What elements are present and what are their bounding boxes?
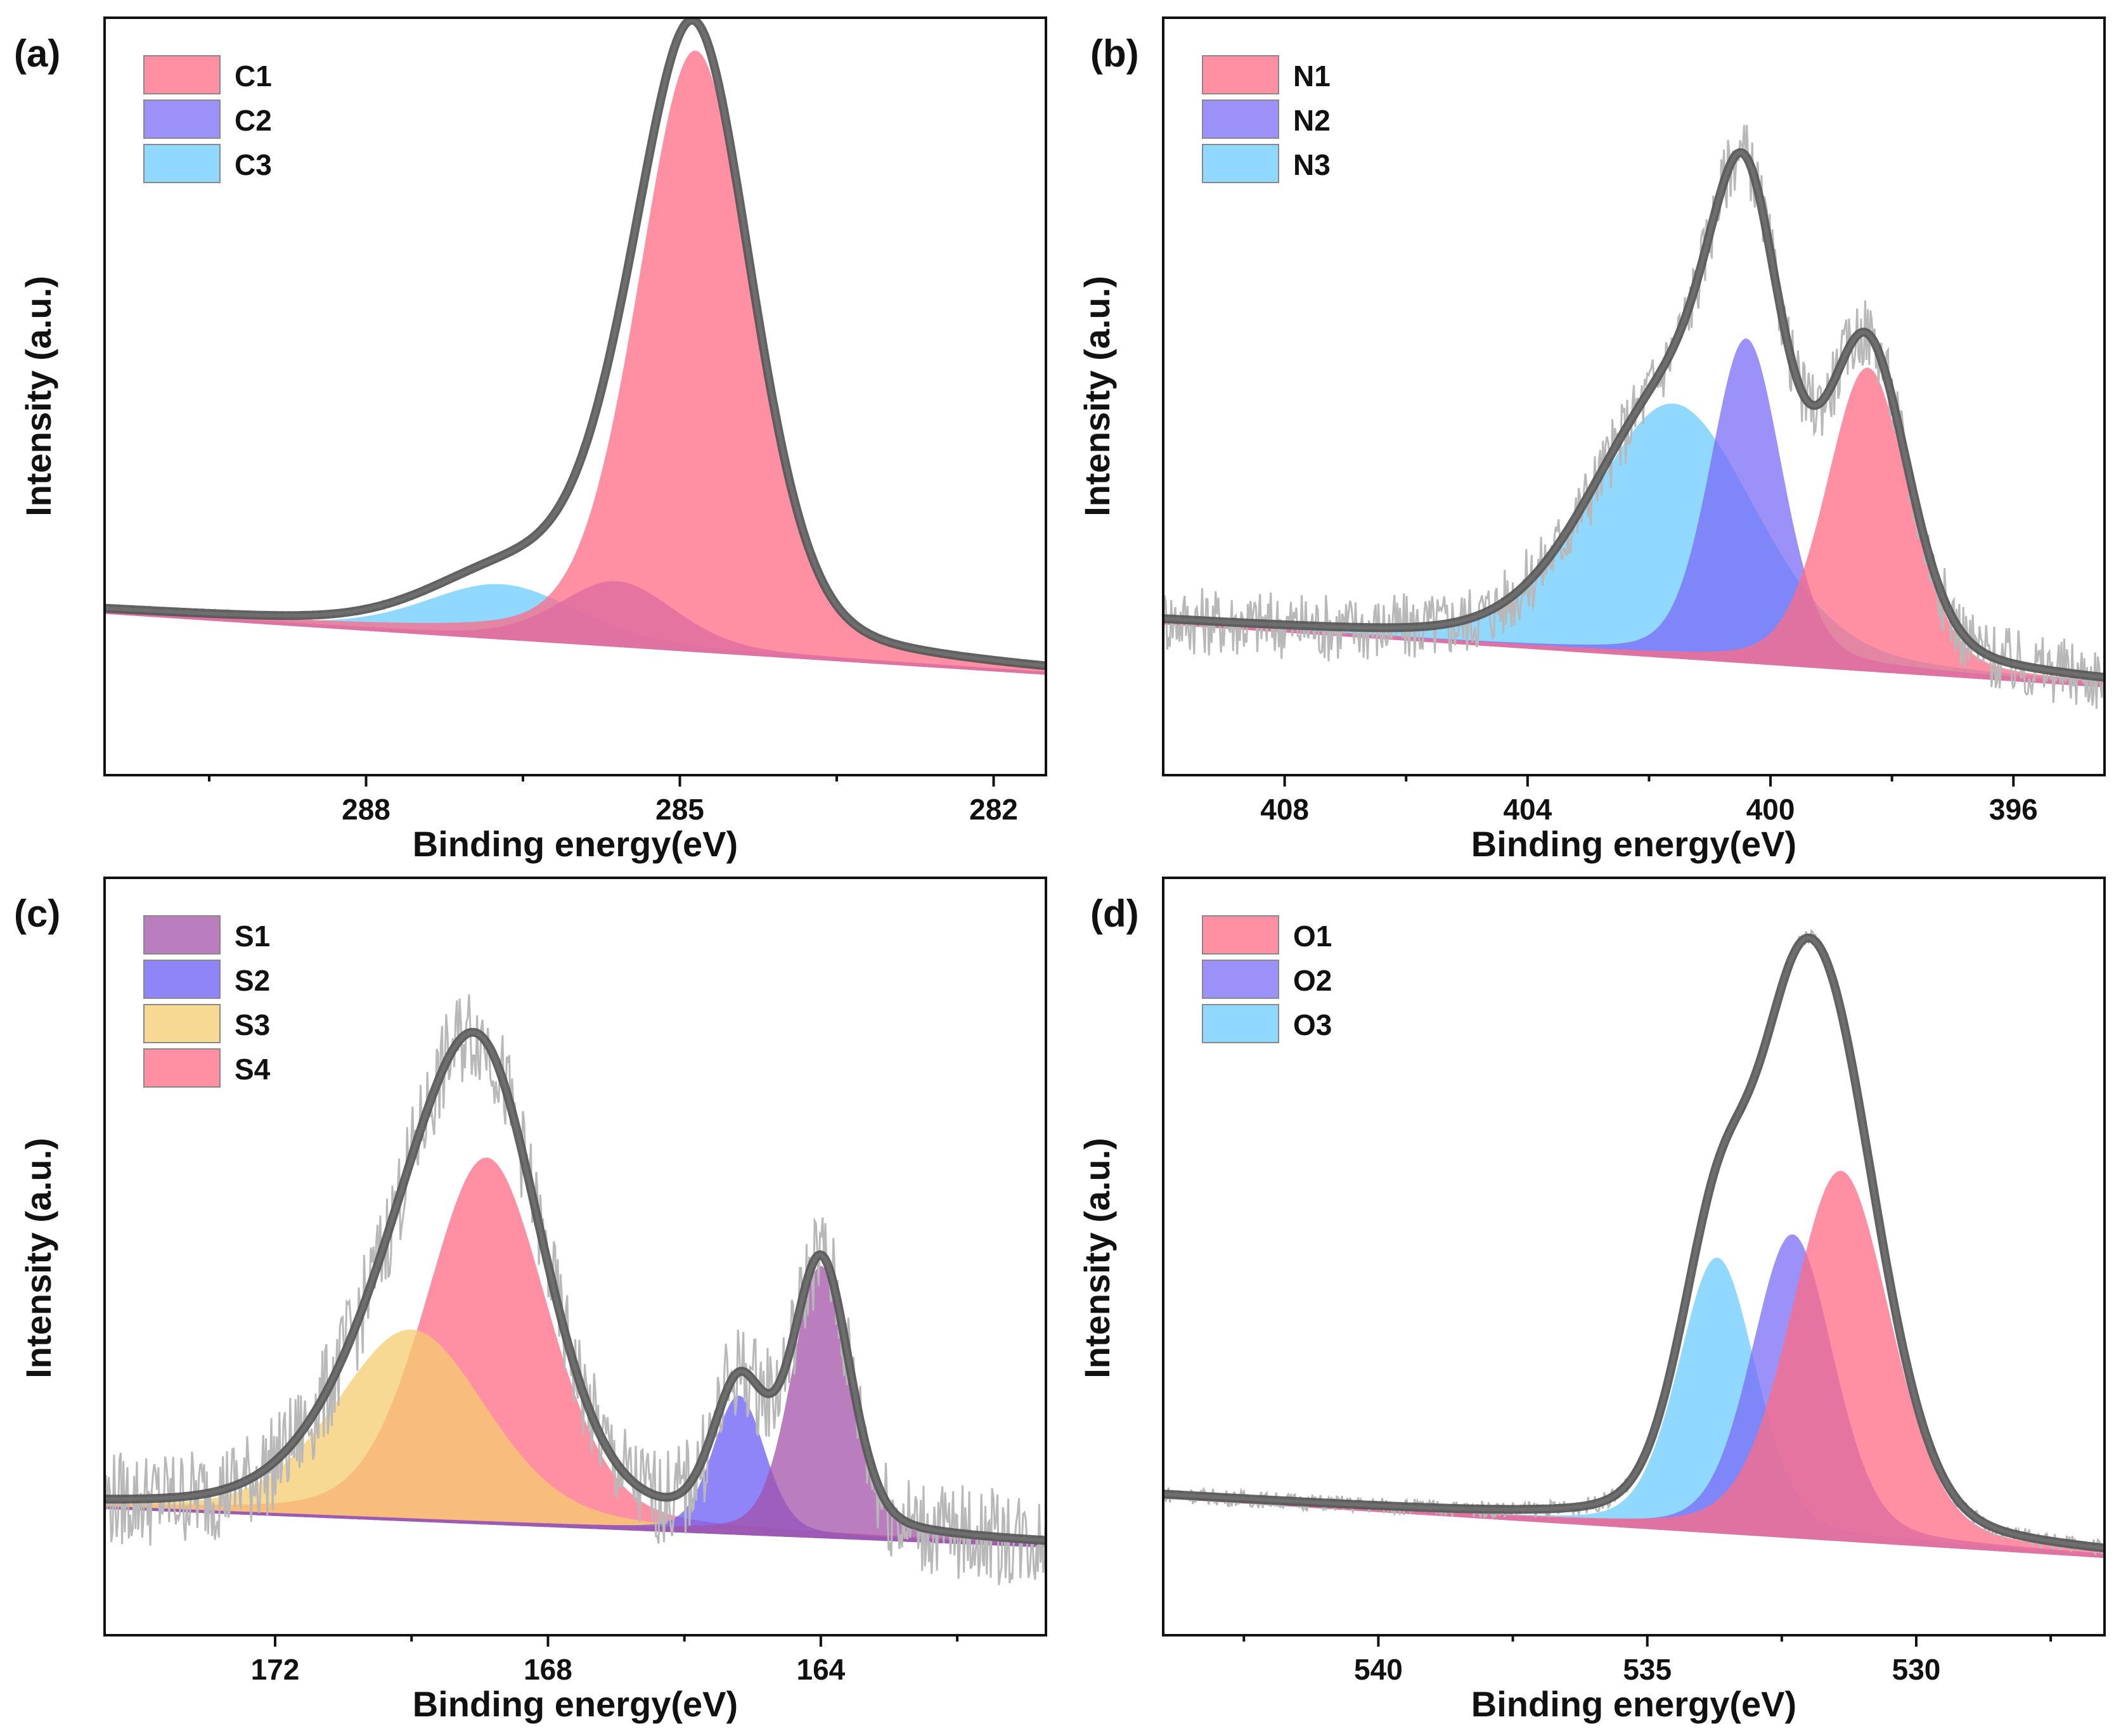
legend-swatch-N2 [1202, 100, 1279, 139]
x-tick-label: 396 [1989, 793, 2038, 826]
x-tick-label: 408 [1260, 793, 1309, 826]
x-axis-title: Binding energy(eV) [1471, 824, 1796, 864]
peak-O1 [1163, 1171, 2105, 1559]
legend-swatch-S2 [143, 960, 221, 999]
legend-label-C2: C2 [235, 104, 272, 137]
legend-swatch-C2 [143, 100, 221, 139]
fit-envelope-core [1163, 936, 2105, 1550]
legend-swatch-O1 [1202, 915, 1279, 955]
legend-swatch-C1 [143, 55, 221, 94]
legend-label-S1: S1 [235, 920, 270, 953]
legend-label-C1: C1 [235, 60, 272, 93]
x-tick-label: 164 [797, 1653, 846, 1686]
peak-S3 [105, 1329, 1046, 1548]
x-tick-label: 168 [524, 1653, 572, 1686]
legend-swatch-O2 [1202, 960, 1279, 999]
y-axis-title: Intensity (a.u.) [1077, 1138, 1117, 1379]
x-tick-label: 540 [1354, 1653, 1403, 1686]
plot-frame [1162, 16, 2106, 776]
legend-label-S4: S4 [235, 1053, 271, 1086]
legend-swatch-C3 [143, 144, 221, 183]
x-tick-label: 530 [1892, 1653, 1941, 1686]
peak-N3 [1163, 403, 2105, 688]
legend-swatch-O3 [1202, 1004, 1279, 1043]
plot-area [1163, 125, 2105, 709]
chart-panel-d: 540 535 530 Binding energy(eV) Intensity (a.… [1077, 877, 2106, 1724]
plot-frame [103, 16, 1047, 776]
legend-swatch-N3 [1202, 144, 1279, 183]
x-tick-label: 400 [1746, 793, 1795, 826]
chart-panel-a: 288 285 282 Binding energy(eV) Intensity (a.… [14, 16, 1047, 864]
legend-label-C3: C3 [235, 148, 272, 181]
legend-label-N1: N1 [1293, 60, 1331, 93]
peak-N1 [1163, 368, 2105, 688]
x-tick-label: 282 [969, 793, 1018, 826]
plot-area [105, 18, 1046, 675]
plot-area [1163, 929, 2105, 1559]
y-axis-title: Intensity (a.u.) [1077, 276, 1117, 517]
fit-envelope-core [105, 18, 1046, 668]
plot-area [105, 994, 1046, 1585]
x-axis-title: Binding energy(eV) [1471, 1684, 1796, 1724]
y-axis-title: Intensity (a.u.) [18, 276, 58, 517]
peak-S1 [105, 1266, 1046, 1548]
plot-frame [1162, 877, 2106, 1636]
legend-label-N3: N3 [1293, 148, 1331, 181]
x-tick-label: 535 [1623, 1653, 1672, 1686]
chart-panel-b: 408 404 400 396 Binding energy(eV) Intensity … [1077, 16, 2106, 864]
fit-envelope-core [105, 1030, 1046, 1543]
legend-swatch-S1 [143, 915, 221, 955]
legend-label-O1: O1 [1293, 920, 1332, 953]
legend-swatch-S4 [143, 1048, 221, 1088]
legend-label-N2: N2 [1293, 104, 1331, 137]
legend-label-S2: S2 [235, 964, 270, 997]
panel-label: (d) [1090, 892, 1139, 935]
x-tick-label: 404 [1503, 793, 1552, 826]
x-tick-label: 285 [655, 793, 704, 826]
plot-frame [103, 877, 1047, 1636]
peak-O3 [1163, 1257, 2105, 1559]
x-tick-label: 288 [342, 793, 390, 826]
fit-envelope-core [1163, 150, 2105, 679]
panel-label: (a) [14, 32, 60, 75]
chart-panel-c: 172 168 164 Binding energy(eV) Intensity (a.… [14, 877, 1047, 1724]
panel-label: (b) [1090, 32, 1139, 75]
panel-label: (c) [14, 892, 60, 935]
legend-label-S3: S3 [235, 1008, 270, 1041]
x-axis-title: Binding energy(eV) [413, 824, 738, 864]
legend-label-O3: O3 [1293, 1008, 1332, 1041]
legend-swatch-N1 [1202, 55, 1279, 94]
x-tick-label: 172 [251, 1653, 300, 1686]
y-axis-title: Intensity (a.u.) [18, 1138, 58, 1379]
legend-label-O2: O2 [1293, 964, 1332, 997]
legend-swatch-S3 [143, 1004, 221, 1043]
x-axis-title: Binding energy(eV) [413, 1684, 738, 1724]
peak-C1 [105, 50, 1046, 675]
